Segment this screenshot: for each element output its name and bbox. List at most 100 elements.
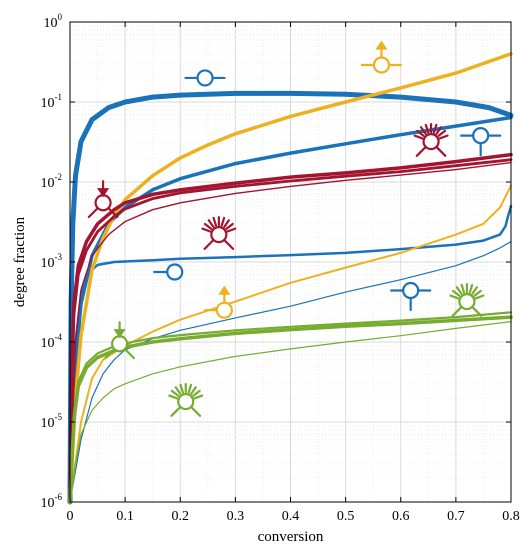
glyph-ray	[437, 129, 447, 137]
glyph-ray	[223, 219, 230, 228]
glyph-circle	[458, 292, 476, 311]
glyph-green-burst-tripod	[449, 282, 485, 317]
glyph-ray	[168, 394, 178, 400]
y-tick-label: 100	[44, 12, 63, 31]
glyph-ray	[455, 286, 463, 295]
glyph-red-burst-tripod	[413, 122, 449, 157]
series-line-gold	[69, 184, 512, 503]
glyph-circle	[177, 392, 195, 411]
glyph-arm	[123, 347, 135, 360]
glyph-arrow-head	[375, 40, 388, 50]
x-tick-label: 0.1	[116, 509, 134, 524]
glyph-ray	[212, 216, 218, 227]
glyph-red-burst-tripod	[201, 216, 237, 250]
glyph-ray	[201, 227, 212, 233]
glyph-ray	[179, 383, 185, 394]
glyph-ray	[413, 134, 424, 140]
glyph-ray	[193, 394, 204, 400]
axes	[69, 21, 512, 503]
series-line-red	[68, 158, 513, 504]
glyph-arm	[471, 305, 483, 317]
x-axis-label: conversion	[258, 529, 324, 545]
glyph-arm	[189, 405, 202, 417]
glyph-arm	[203, 238, 215, 250]
glyph-ray	[432, 123, 438, 134]
x-tick-label: 0.8	[502, 509, 520, 524]
glyph-ray	[474, 294, 485, 300]
series-line-green	[69, 321, 512, 503]
x-tick-label: 0.5	[337, 509, 355, 524]
glyph-ray	[225, 222, 234, 230]
glyph-circle	[402, 281, 420, 300]
glyph-circle	[422, 132, 440, 151]
glyph-ray	[449, 294, 460, 300]
glyph-arm	[87, 206, 99, 219]
y-tick-label: 10-6	[41, 492, 63, 511]
glyph-blue-arm-v-arm-h	[460, 127, 502, 157]
series-lines	[67, 52, 514, 505]
tick-labels: 0 0.1 0.2 0.3 0.4 0.5 0.6 0.7 0.8 10-6 10-5 10-4 10-…	[41, 12, 520, 524]
x-tick-label: 0.4	[282, 509, 300, 524]
series-line-green	[68, 311, 513, 504]
glyph-circle	[215, 301, 233, 319]
glyph-ray	[190, 386, 197, 395]
x-tick-label: 0.6	[392, 509, 410, 524]
glyph-ray	[207, 219, 215, 228]
glyph-ray	[226, 227, 237, 233]
y-tick-label: 10-3	[41, 252, 63, 271]
glyph-arm	[107, 206, 119, 219]
x-tick-label: 0.7	[447, 509, 465, 524]
y-axis-label: degree fraction	[12, 216, 28, 307]
y-tick-label: 10-1	[41, 92, 63, 111]
glyph-circle	[210, 226, 228, 244]
glyph-ray	[471, 286, 479, 295]
glyph-ray	[460, 283, 466, 294]
glyph-green-burst-tripod	[168, 382, 204, 417]
series-line-blue	[69, 241, 512, 503]
glyph-ray	[203, 222, 213, 230]
glyph-ray	[419, 126, 427, 135]
glyph-arm	[415, 145, 427, 157]
glyph-ray	[435, 126, 443, 135]
glyph-blue-arm-left	[153, 263, 184, 281]
glyph-green-arrow-down-tripod	[104, 321, 135, 360]
glyph-arrow-head	[97, 188, 110, 198]
glyph-blue-double-arm-h	[184, 69, 226, 87]
glyph-annotations	[87, 40, 502, 417]
glyph-ray	[170, 389, 180, 397]
glyph-arm	[170, 405, 182, 417]
glyph-ray	[174, 386, 182, 395]
glyph-red-arrow-down-tripod	[87, 180, 119, 219]
glyph-ray	[451, 289, 461, 297]
y-tick-label: 10-4	[41, 332, 63, 351]
x-tick-label: 0	[67, 509, 74, 524]
glyph-arrow-head	[218, 285, 231, 295]
glyph-circle	[166, 263, 184, 281]
glyph-arrow-head	[113, 329, 126, 339]
series-line-blue	[68, 115, 513, 504]
glyph-ray	[192, 389, 201, 397]
series-line-red	[69, 161, 512, 503]
glyph-gold-arrow-up-single-arm	[203, 285, 233, 319]
x-tick-label: 0.3	[227, 509, 245, 524]
glyph-ray	[468, 283, 474, 294]
glyph-circle	[372, 56, 391, 74]
glyph-arm	[435, 145, 447, 157]
glyph-ray	[473, 289, 482, 297]
glyph-ray	[220, 216, 226, 227]
y-tick-label: 10-5	[41, 412, 63, 431]
series-line-blue	[67, 90, 514, 505]
glyph-circle	[472, 127, 490, 145]
glyph-ray	[438, 134, 449, 140]
glyph-arm	[104, 347, 116, 360]
glyph-circle	[196, 69, 214, 87]
glyph-gold-arrow-up-double-arm	[360, 40, 403, 74]
glyph-blue-arm-v-arm-h	[390, 281, 432, 312]
y-tick-label: 10-2	[41, 172, 63, 191]
glyph-arm	[451, 305, 463, 317]
glyph-ray	[187, 383, 193, 394]
series-line-gold	[68, 52, 513, 504]
x-tick-label: 0.2	[172, 509, 190, 524]
glyph-ray	[416, 129, 425, 137]
